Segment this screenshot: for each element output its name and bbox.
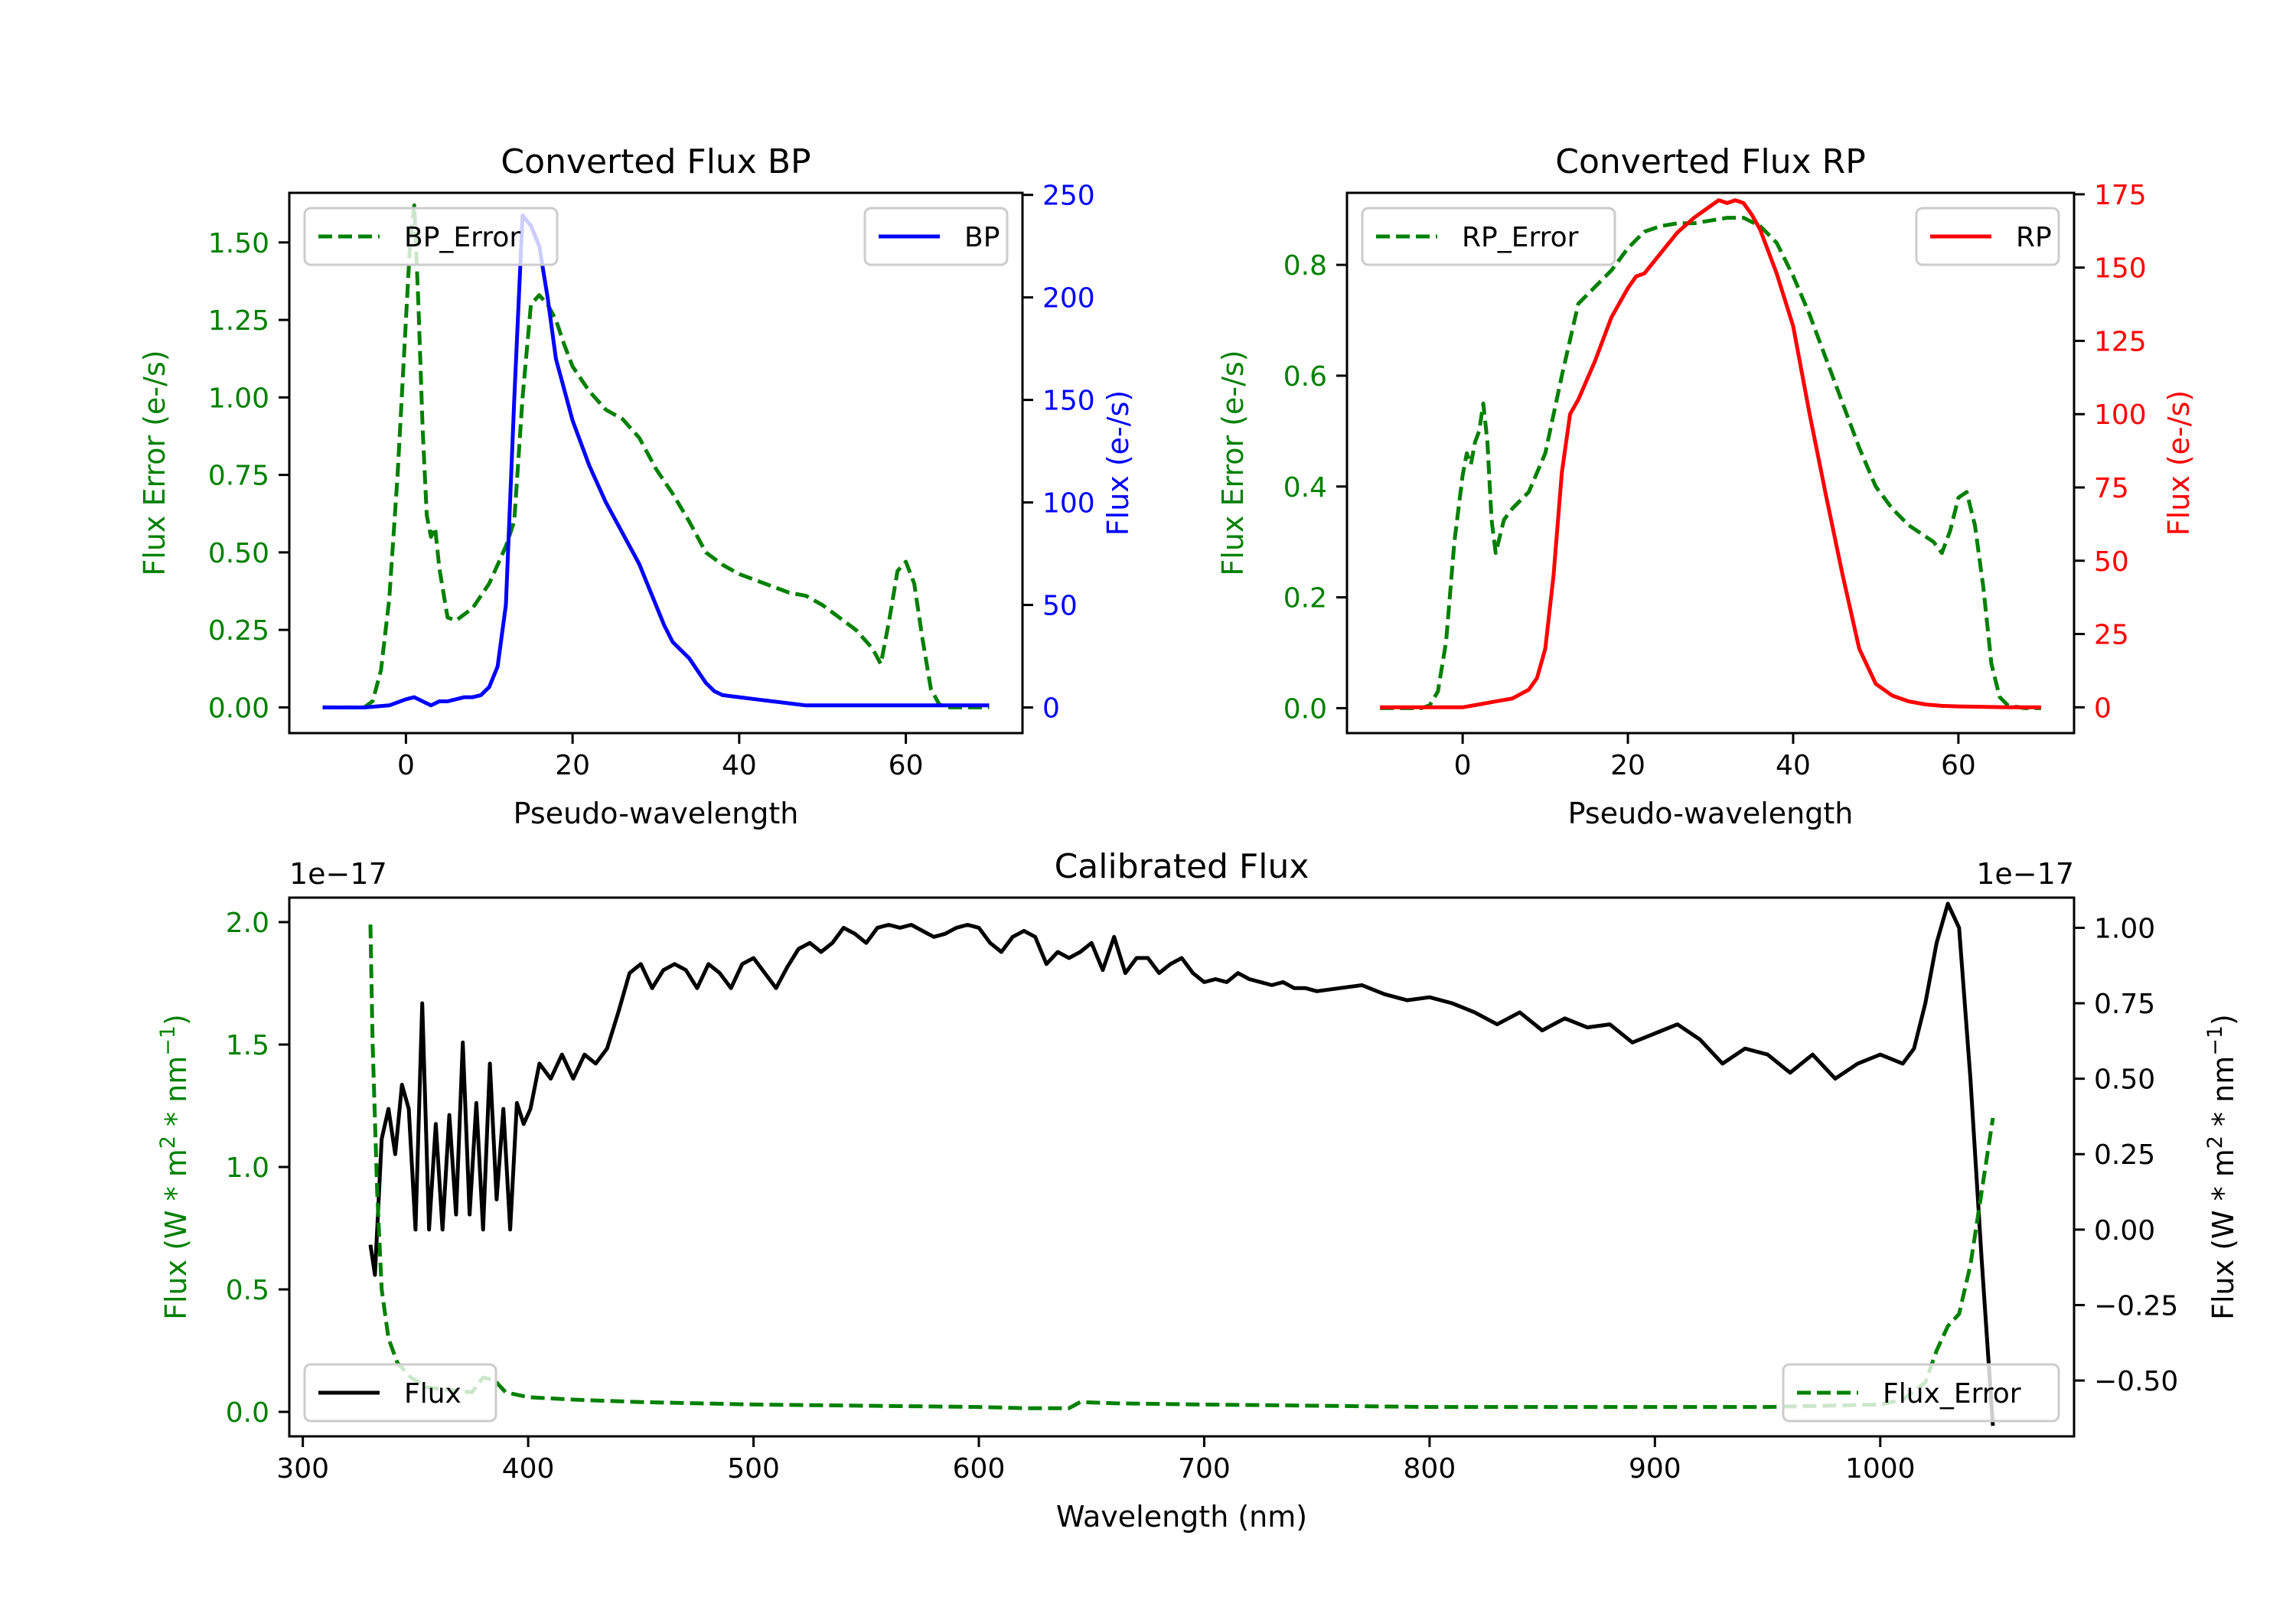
left-tick-label: 0.5	[226, 1275, 269, 1306]
left-tick-label: 0.00	[208, 693, 269, 724]
right-tick-label: 100	[2094, 399, 2147, 431]
calibrated-x-axis-label: Wavelength (nm)	[1056, 1500, 1307, 1534]
right-tick-label: 200	[1042, 283, 1095, 315]
bp-axes-frame	[288, 191, 1024, 735]
left-tick-label: 0.2	[1283, 583, 1327, 614]
series-flux-line	[368, 901, 1995, 1426]
left-tick-label: 1.5	[226, 1030, 269, 1061]
x-tick-label: 500	[727, 1453, 780, 1485]
legend-box	[1782, 1363, 2060, 1423]
calibrated-right-axis-label: Flux (W * m2 * nm−1)	[2203, 1014, 2241, 1320]
bp-x-axis-label: Pseudo-wavelength	[514, 797, 799, 830]
x-tick-label: 700	[1178, 1453, 1231, 1485]
right-tick-label: 0	[2094, 693, 2112, 724]
legend-box	[1361, 207, 1616, 266]
right-tick-label: 50	[2094, 546, 2129, 578]
bp-left-axis-label: Flux Error (e-/s)	[138, 350, 171, 575]
right-tick-label: 150	[2094, 253, 2147, 285]
legend-label: Flux_Error	[1883, 1378, 2021, 1410]
x-tick-label: 60	[889, 750, 924, 781]
right-tick-label: 0.25	[2094, 1139, 2155, 1171]
x-tick-label: 0	[1454, 750, 1472, 781]
x-tick-label: 60	[1941, 750, 1976, 781]
rp-title: Converted Flux RP	[1555, 142, 1866, 181]
left-tick-label: 0.4	[1283, 472, 1327, 504]
legend-bp-error: BP_Error	[303, 207, 559, 266]
right-tick-label: 125	[2094, 326, 2147, 357]
left-tick-label: 0.0	[226, 1397, 269, 1429]
legend-flux: Flux	[303, 1363, 497, 1423]
left-axis-offset-text: 1e−17	[289, 857, 387, 891]
bp-title: Converted Flux BP	[501, 142, 810, 181]
right-tick-label: 0	[1042, 693, 1060, 725]
right-tick-label: 50	[1042, 591, 1078, 622]
right-tick-label: 100	[1042, 488, 1095, 520]
legend-rp: RP	[1915, 207, 2060, 266]
left-tick-label: 1.25	[208, 305, 269, 337]
x-tick-label: 400	[502, 1453, 555, 1485]
series-bp-line	[322, 214, 990, 709]
right-tick-label: 1.00	[2094, 913, 2155, 944]
legend-label: RP_Error	[1462, 222, 1579, 253]
rp-left-axis-label: Flux Error (e-/s)	[1216, 350, 1250, 575]
legend-box	[303, 1363, 497, 1423]
right-tick-label: 25	[2094, 620, 2129, 651]
legend-bp: BP	[863, 207, 1009, 266]
left-tick-label: 1.50	[208, 228, 269, 259]
series-rp-error-line	[1380, 216, 2041, 710]
legend-rp-error: RP_Error	[1361, 207, 1616, 266]
right-tick-label: 0.50	[2094, 1064, 2155, 1096]
right-tick-label: −0.50	[2094, 1366, 2178, 1397]
right-tick-label: −0.25	[2094, 1290, 2178, 1322]
x-tick-label: 40	[722, 750, 757, 781]
legend-label: BP_Error	[404, 222, 520, 253]
right-tick-label: 75	[2094, 473, 2129, 504]
right-tick-label: 175	[2094, 180, 2147, 211]
x-tick-label: 0	[397, 750, 415, 781]
left-tick-label: 0.8	[1283, 250, 1327, 282]
left-tick-label: 0.75	[208, 461, 269, 492]
legend-label: BP	[964, 222, 1000, 253]
rp-plot-area	[1380, 198, 2041, 710]
right-tick-label: 150	[1042, 386, 1095, 417]
right-tick-label: 0.00	[2094, 1215, 2155, 1247]
series-rp-line	[1380, 198, 2041, 709]
x-tick-label: 1000	[1845, 1453, 1916, 1485]
right-tick-label: 250	[1042, 181, 1095, 212]
legend-flux-error: Flux_Error	[1782, 1363, 2060, 1423]
bp-right-axis-label: Flux (e-/s)	[1101, 390, 1135, 536]
x-tick-label: 300	[276, 1453, 329, 1485]
rp-axes-frame	[1345, 191, 2076, 735]
rp-right-axis-label: Flux (e-/s)	[2162, 390, 2196, 536]
left-tick-label: 0.0	[1283, 693, 1327, 725]
rp-x-axis-label: Pseudo-wavelength	[1568, 797, 1854, 830]
bp-panel: 0 20 40 60 Pseudo-wavelength Converted Flux B…	[138, 142, 1135, 830]
calibrated-panel: 300 400 500 600 700 800 900 1000 Wavelength (nm)…	[156, 847, 2241, 1534]
left-tick-label: 0.25	[208, 615, 269, 647]
x-tick-label: 40	[1776, 750, 1811, 781]
x-tick-label: 600	[953, 1453, 1006, 1485]
left-tick-label: 2.0	[226, 908, 269, 939]
left-tick-label: 0.6	[1283, 361, 1327, 393]
left-tick-label: 0.50	[208, 538, 269, 569]
x-tick-label: 900	[1629, 1453, 1681, 1485]
x-tick-label: 800	[1404, 1453, 1456, 1485]
left-tick-label: 1.00	[208, 383, 269, 414]
x-tick-label: 20	[555, 750, 590, 781]
right-axis-offset-text: 1e−17	[1976, 857, 2074, 891]
legend-label: RP	[2016, 222, 2052, 253]
rp-panel: 0 20 40 60 Pseudo-wavelength Converted Flux R…	[1216, 142, 2196, 830]
left-tick-label: 1.0	[226, 1152, 269, 1184]
right-tick-label: 0.75	[2094, 989, 2155, 1020]
legend-label: Flux	[404, 1378, 461, 1410]
x-tick-label: 20	[1610, 750, 1645, 781]
calibrated-left-axis-label: Flux (W * m2 * nm−1)	[156, 1014, 194, 1320]
legend-box	[303, 207, 559, 266]
calibrated-title: Calibrated Flux	[1055, 847, 1309, 886]
bp-plot-area	[322, 203, 990, 709]
